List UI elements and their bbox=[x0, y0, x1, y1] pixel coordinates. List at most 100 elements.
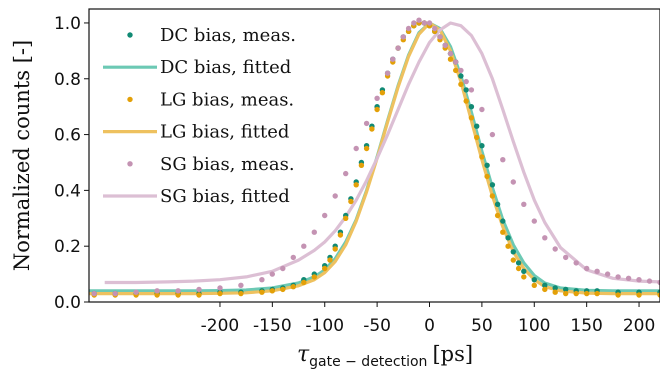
data-point bbox=[280, 265, 286, 272]
x-axis: -200 -150 -100 -50 0 50 100 150 200 bbox=[201, 302, 655, 336]
data-point bbox=[474, 123, 480, 129]
data-point bbox=[484, 162, 490, 168]
y-axis: 0.0 0.2 0.4 0.6 0.8 1.0 bbox=[54, 14, 89, 313]
data-point bbox=[259, 289, 265, 295]
data-point bbox=[332, 246, 338, 252]
data-point bbox=[468, 115, 475, 121]
data-point bbox=[337, 232, 344, 238]
data-point bbox=[363, 120, 370, 127]
data-point bbox=[458, 73, 464, 79]
x-axis-label-subscript: gate − detection bbox=[309, 354, 427, 370]
data-point bbox=[584, 290, 590, 297]
legend-entry-sg-bias-meas: SG bias, meas. bbox=[127, 154, 295, 175]
x-axis-label: τgate − detection [ps] bbox=[297, 342, 473, 370]
legend-swatch-marker bbox=[127, 161, 133, 167]
data-point bbox=[458, 67, 464, 74]
data-point bbox=[269, 271, 275, 277]
data-point bbox=[500, 157, 506, 163]
data-point bbox=[625, 275, 632, 281]
x-tick-label: 50 bbox=[471, 316, 493, 336]
data-point bbox=[594, 290, 600, 297]
data-point bbox=[463, 78, 469, 85]
data-point bbox=[542, 235, 548, 241]
data-point bbox=[353, 145, 359, 152]
data-point bbox=[500, 218, 506, 224]
data-point bbox=[615, 292, 621, 298]
data-point bbox=[542, 282, 548, 288]
data-point bbox=[343, 215, 349, 221]
data-point bbox=[421, 20, 427, 26]
data-point bbox=[573, 290, 579, 297]
data-point bbox=[432, 25, 438, 32]
data-point bbox=[510, 257, 516, 263]
series-points-lg-bias-meas bbox=[91, 20, 660, 298]
data-point bbox=[604, 271, 611, 277]
data-point bbox=[489, 193, 496, 199]
y-tick-label: 0.8 bbox=[54, 70, 81, 90]
data-point bbox=[217, 290, 223, 297]
data-point bbox=[521, 268, 527, 274]
data-point bbox=[563, 286, 569, 293]
data-point bbox=[363, 145, 370, 152]
legend: DC bias, meas. DC bias, fitted LG bias, me… bbox=[103, 25, 296, 207]
data-point bbox=[463, 87, 469, 93]
data-point bbox=[395, 45, 401, 51]
data-point bbox=[332, 193, 338, 199]
y-tick-label: 0.0 bbox=[54, 293, 81, 313]
y-tick-label: 0.6 bbox=[54, 126, 81, 146]
data-point bbox=[290, 254, 296, 261]
legend-label: LG bias, meas. bbox=[160, 89, 294, 110]
data-point bbox=[426, 20, 433, 26]
legend-entry-dc-bias-fitted: DC bias, fitted bbox=[103, 57, 291, 78]
data-point bbox=[353, 182, 359, 188]
y-tick-label: 0.2 bbox=[54, 237, 81, 257]
y-tick-label: 1.0 bbox=[54, 14, 81, 34]
data-point bbox=[657, 279, 660, 286]
legend-entry-dc-bias-meas: DC bias, meas. bbox=[127, 25, 296, 46]
data-point bbox=[311, 274, 317, 280]
data-point bbox=[515, 265, 522, 272]
data-point bbox=[453, 67, 459, 74]
data-point bbox=[280, 286, 286, 293]
data-point bbox=[358, 162, 365, 168]
data-point bbox=[343, 170, 349, 177]
x-tick-label: 0 bbox=[424, 316, 435, 336]
data-point bbox=[437, 34, 443, 40]
data-point bbox=[327, 257, 333, 263]
data-point bbox=[453, 59, 459, 65]
plot-content bbox=[89, 17, 660, 298]
data-point bbox=[636, 292, 642, 298]
data-point bbox=[196, 292, 202, 298]
x-tick-label: -150 bbox=[253, 316, 292, 336]
data-point bbox=[510, 179, 516, 185]
data-point bbox=[322, 212, 328, 219]
y-axis-label: Normalized counts [-] bbox=[10, 40, 34, 271]
x-axis-label-unit: [ps] bbox=[432, 342, 473, 366]
data-point bbox=[463, 98, 469, 104]
data-point bbox=[531, 282, 537, 288]
y-tick-label: 0.4 bbox=[54, 181, 81, 201]
x-tick-label: -50 bbox=[363, 316, 391, 336]
data-point bbox=[573, 260, 579, 266]
data-point bbox=[505, 235, 511, 241]
data-point bbox=[615, 274, 621, 280]
data-point bbox=[474, 134, 480, 141]
data-point bbox=[563, 290, 569, 297]
data-point bbox=[489, 182, 496, 188]
data-point bbox=[552, 289, 558, 295]
data-point bbox=[494, 201, 501, 207]
data-point bbox=[646, 278, 653, 284]
data-point bbox=[269, 288, 275, 294]
data-point bbox=[238, 282, 244, 288]
data-point bbox=[594, 268, 600, 274]
data-point bbox=[217, 285, 223, 291]
data-point bbox=[447, 56, 454, 62]
legend-label: SG bias, fitted bbox=[160, 186, 290, 207]
data-point bbox=[416, 17, 422, 23]
data-point bbox=[657, 292, 660, 298]
data-point bbox=[154, 288, 160, 294]
data-point bbox=[479, 143, 485, 149]
data-point bbox=[552, 285, 558, 291]
data-point bbox=[259, 277, 265, 283]
data-point bbox=[374, 106, 380, 113]
